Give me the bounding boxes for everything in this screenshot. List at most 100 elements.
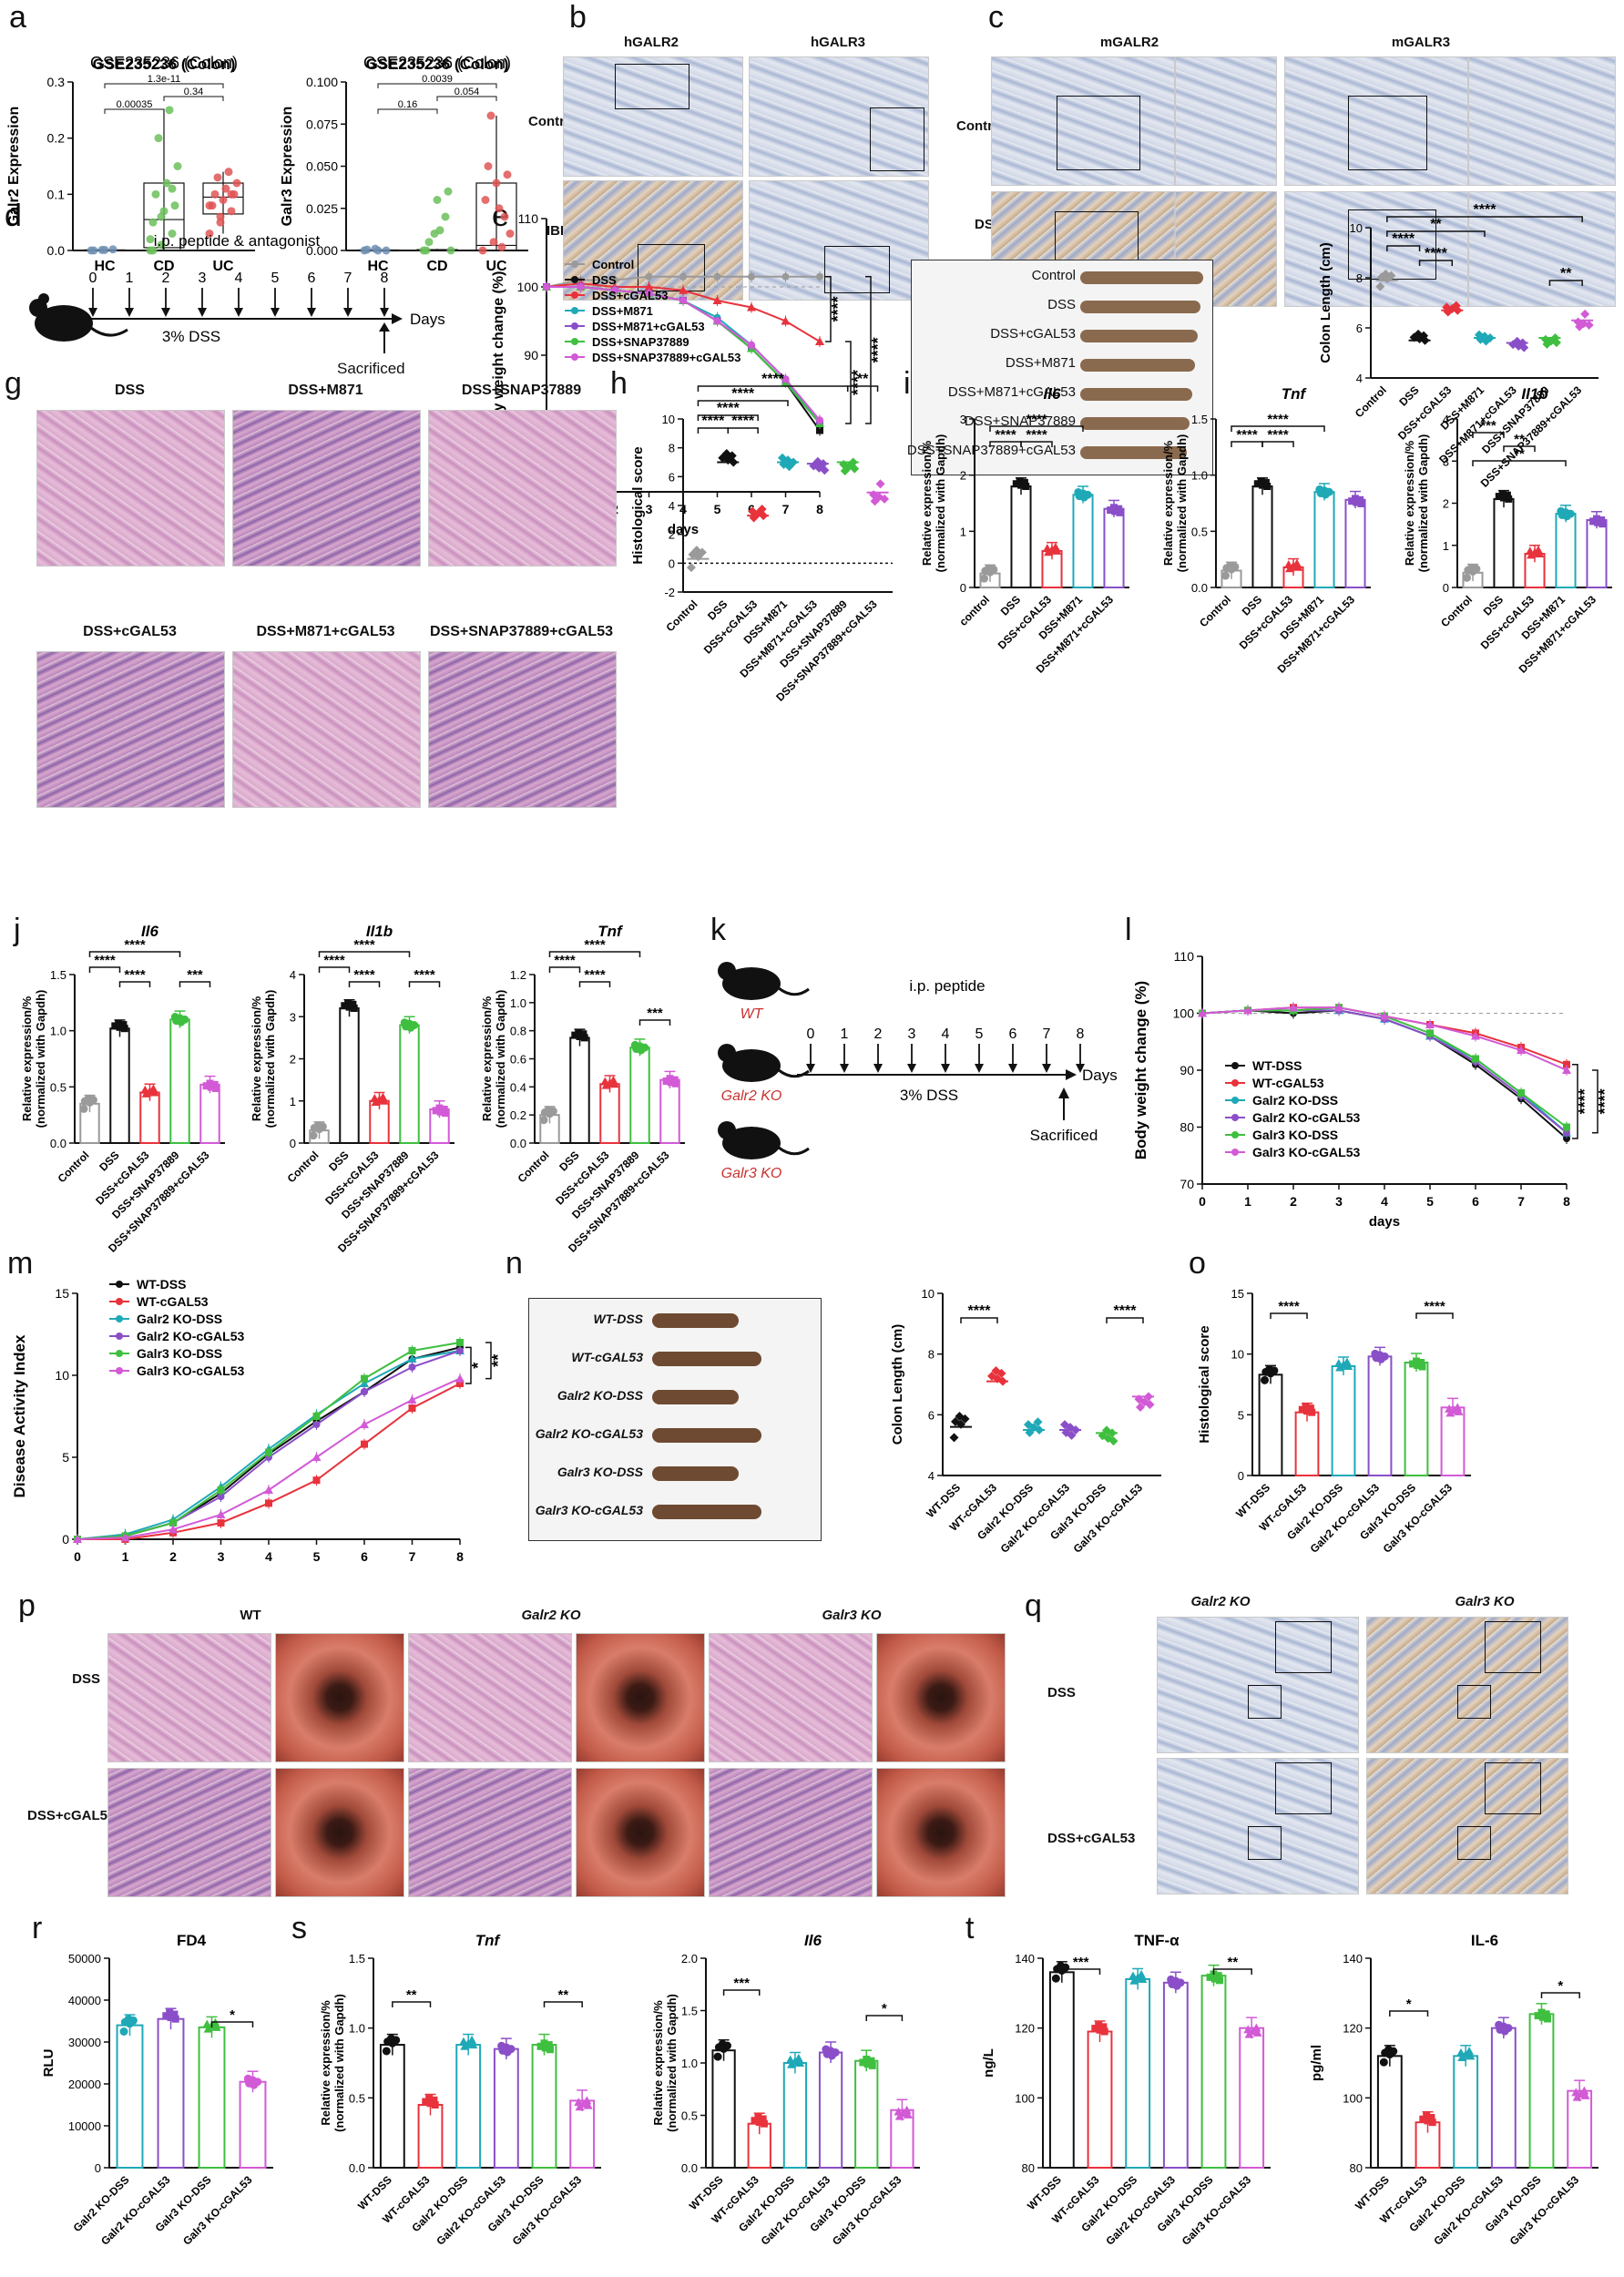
legend-label: Galr3 KO-DSS: [1252, 1128, 1338, 1142]
data-point: [207, 1083, 215, 1091]
bar: [1528, 2013, 1555, 2170]
y-axis-label: Relative expression/%: [319, 2000, 332, 2126]
data-point: [1443, 307, 1453, 317]
data-point: [1414, 1362, 1422, 1369]
y-axis-label: Relative expression/%: [20, 996, 34, 1121]
y-tick-label: 0.000: [306, 243, 338, 258]
data-point: [1598, 520, 1607, 528]
day-label: 6: [308, 271, 316, 286]
colon-photo-f: Control DSS DSS+cGAL53 DSS+M871 DSS+M871+cGA…: [907, 260, 1213, 475]
data-point: [216, 218, 225, 227]
data-point: [219, 196, 228, 204]
y-axis-label: RLU: [41, 2049, 56, 2078]
chart-title: Il6: [804, 1932, 822, 1949]
data-point: [686, 563, 696, 573]
endoscopy-image: [275, 1768, 404, 1897]
y-tick-label: 0.2: [47, 131, 66, 146]
data-point: [1376, 1354, 1385, 1363]
significance-bracket: [1231, 441, 1263, 447]
x-tick-label: Galr3 KO-cGAL53: [1507, 2173, 1582, 2248]
inset-box: [1457, 1826, 1491, 1860]
data-point: [495, 204, 504, 213]
data-point: [361, 1374, 368, 1383]
data-point: [441, 212, 450, 221]
data-point: [1540, 334, 1550, 344]
y-axis-label: (normalized with Gapdh): [332, 1994, 346, 2132]
data-point: [1535, 549, 1545, 557]
y-tick-label: 15: [55, 1286, 69, 1301]
chart-title: Il6: [141, 923, 158, 940]
legend-label: Galr2 KO-DSS: [1252, 1093, 1338, 1108]
legend-marker: [571, 338, 578, 345]
micrograph-inset: [1468, 56, 1616, 186]
data-point: [1442, 302, 1452, 312]
data-point: [168, 230, 177, 238]
bar: [379, 2044, 405, 2169]
data-point: [580, 1034, 588, 1042]
data-point: [1527, 550, 1537, 559]
panel-label-r: r: [32, 1911, 43, 1945]
significance-label: ****: [1425, 246, 1448, 261]
data-point: [816, 416, 823, 424]
micrograph-title: DSS+SNAP37889+cGAL53: [430, 624, 613, 639]
data-point: [1100, 2027, 1108, 2036]
significance-label: ***: [1073, 1955, 1089, 1970]
endoscopy-image: [876, 1768, 1006, 1897]
significance-bracket: [846, 385, 879, 392]
data-point: [406, 1023, 415, 1032]
y-tick-label: 80: [1022, 2161, 1035, 2175]
photo-label: DSS+SNAP37889: [964, 414, 1076, 429]
data-point: [312, 1421, 321, 1428]
p-col-title: WT: [240, 1608, 261, 1623]
significance-bracket: [865, 2015, 904, 2021]
y-tick-label: 0.0: [50, 1137, 66, 1150]
data-point: [157, 240, 166, 250]
d-title: i.p. peptide & antagonist: [154, 232, 321, 250]
significance-bracket: [548, 966, 581, 973]
y-tick-label: 20000: [68, 2078, 101, 2091]
data-point: [224, 168, 233, 177]
data-point: [814, 463, 824, 473]
significance-label: ****: [731, 414, 755, 429]
legend-marker: [1231, 1114, 1239, 1121]
micrograph-title: DSS+cGAL53: [83, 624, 177, 639]
data-point: [73, 1535, 82, 1543]
data-point: [747, 302, 756, 311]
data-point: [126, 2019, 134, 2028]
data-point: [679, 272, 687, 281]
bar: [1586, 519, 1608, 588]
data-point: [1428, 2119, 1436, 2127]
x-tick-label: Galr3 KO-cGAL53: [1180, 2173, 1254, 2248]
data-point: [1426, 1029, 1434, 1037]
data-point: [672, 1079, 679, 1087]
panel-label-o: o: [1189, 1246, 1206, 1281]
chart-r: 0 10000 20000 30000 40000 50000 RLU FD4 Galr2 KO…: [41, 1932, 273, 2248]
he-micrograph: [428, 410, 617, 567]
x-tick-label: UC: [212, 259, 234, 274]
y-tick-label: 10: [1350, 221, 1363, 235]
significance-bracket: [1212, 1968, 1252, 1975]
y-tick-label: 120: [1343, 2022, 1363, 2036]
data-point: [1562, 1066, 1571, 1074]
colon-specimen: [1080, 359, 1195, 372]
x-tick-label: 8: [1563, 1194, 1570, 1209]
inset-box: [1485, 1621, 1541, 1673]
micrograph: [749, 180, 929, 301]
data-point: [543, 283, 550, 291]
data-point: [986, 567, 995, 577]
data-point: [1563, 1123, 1570, 1131]
data-point: [350, 1005, 358, 1012]
y-tick-label: 0.5: [1191, 525, 1208, 538]
y-tick-label: 0.1: [47, 187, 66, 201]
data-point: [1259, 481, 1266, 489]
data-point: [154, 134, 163, 143]
panel-label-c: c: [988, 0, 1004, 35]
data-point: [1538, 2013, 1547, 2021]
bar: [659, 1078, 680, 1144]
day-label: 8: [1077, 1026, 1085, 1042]
data-point: [903, 2109, 913, 2119]
data-point: [820, 465, 830, 475]
chart-title: TNF-α: [1134, 1932, 1180, 1949]
panel-label-b: b: [569, 0, 587, 35]
